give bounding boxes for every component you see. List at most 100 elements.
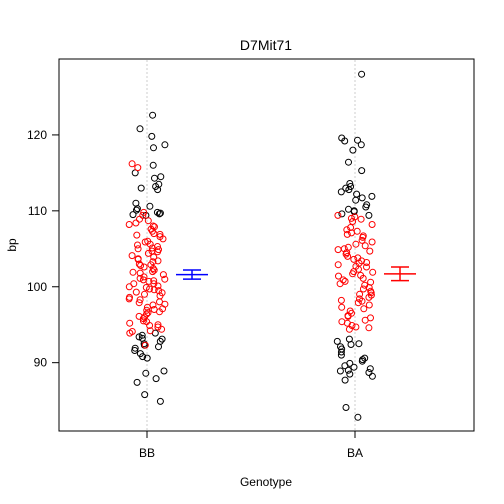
plot-frame bbox=[58, 58, 475, 432]
point-bb-red bbox=[133, 231, 141, 239]
point-bb-black bbox=[142, 369, 150, 377]
point-bb-black bbox=[129, 211, 137, 219]
point-ba-black bbox=[341, 376, 349, 384]
point-ba-black bbox=[345, 158, 352, 166]
point-ba-red bbox=[357, 271, 365, 279]
point-ba-black bbox=[341, 362, 349, 370]
point-ba-red bbox=[367, 291, 375, 299]
point-ba-black bbox=[354, 413, 362, 421]
point-bb-red bbox=[135, 312, 143, 320]
point-bb-red bbox=[154, 321, 162, 329]
point-bb-red bbox=[143, 318, 151, 326]
point-bb-red bbox=[141, 290, 148, 298]
point-ba-black bbox=[358, 357, 366, 365]
point-bb-red bbox=[156, 233, 164, 241]
point-bb-red bbox=[132, 288, 140, 296]
point-bb-black bbox=[154, 186, 162, 194]
point-bb-red bbox=[125, 283, 133, 291]
point-bb-red bbox=[135, 299, 143, 307]
point-bb-red bbox=[134, 241, 141, 249]
point-ba-black bbox=[362, 203, 370, 211]
point-bb-red bbox=[144, 237, 152, 245]
point-ba-red bbox=[344, 312, 352, 320]
point-bb-red bbox=[159, 271, 167, 279]
point-bb-red bbox=[150, 306, 158, 313]
point-ba-red bbox=[337, 296, 345, 304]
point-bb-red bbox=[125, 221, 133, 228]
point-bb-black bbox=[133, 205, 141, 213]
point-ba-black bbox=[344, 366, 352, 374]
point-ba-red bbox=[349, 270, 357, 278]
point-bb-red bbox=[136, 296, 144, 304]
point-bb-black bbox=[146, 202, 154, 210]
point-bb-red bbox=[158, 325, 166, 333]
point-ba-red bbox=[363, 259, 371, 266]
point-ba-black bbox=[337, 188, 345, 196]
point-ba-red bbox=[361, 242, 369, 250]
point-bb-red bbox=[150, 280, 158, 288]
point-bb-red bbox=[136, 269, 144, 277]
point-ba-red bbox=[361, 316, 369, 324]
point-ba-red bbox=[352, 323, 360, 331]
point-bb-red bbox=[136, 215, 143, 223]
point-ba-black bbox=[358, 167, 366, 175]
x-tick-label-ba: BA bbox=[347, 446, 363, 460]
point-bb-red bbox=[136, 274, 144, 282]
point-ba-red bbox=[334, 211, 342, 219]
point-ba-red bbox=[368, 221, 376, 228]
point-bb-red bbox=[154, 248, 162, 256]
point-bb-red bbox=[134, 164, 142, 172]
point-ba-red bbox=[368, 238, 376, 246]
point-ba-black bbox=[345, 186, 353, 194]
point-bb-red bbox=[142, 284, 150, 291]
point-ba-black bbox=[365, 369, 373, 376]
point-ba-red bbox=[343, 249, 351, 257]
point-bb-red bbox=[141, 341, 149, 349]
point-bb-red bbox=[151, 223, 158, 231]
point-bb-black bbox=[136, 125, 144, 133]
point-bb-red bbox=[135, 260, 143, 268]
point-bb-black bbox=[148, 132, 156, 140]
point-bb-black bbox=[135, 333, 143, 341]
y-tick-label-100: 100 bbox=[27, 280, 47, 294]
point-bb-black bbox=[153, 208, 161, 216]
point-bb-red bbox=[158, 289, 166, 297]
x-tick-label-bb: BB bbox=[139, 446, 155, 460]
point-bb-red bbox=[146, 327, 154, 335]
point-ba-black bbox=[366, 365, 374, 373]
point-ba-black bbox=[368, 372, 376, 380]
point-bb-red bbox=[144, 217, 152, 225]
point-ba-red bbox=[338, 303, 346, 311]
point-bb-red bbox=[143, 303, 151, 311]
point-bb-red bbox=[150, 277, 158, 285]
point-bb-black bbox=[139, 353, 147, 361]
point-ba-red bbox=[354, 299, 362, 307]
point-bb-red bbox=[148, 244, 156, 252]
point-ba-black bbox=[349, 146, 357, 154]
point-ba-black bbox=[355, 340, 363, 348]
point-ba-red bbox=[343, 230, 351, 238]
point-bb-red bbox=[161, 300, 169, 308]
point-ba-red bbox=[369, 268, 377, 276]
point-ba-red bbox=[359, 232, 367, 240]
point-bb-red bbox=[150, 253, 158, 261]
point-ba-red bbox=[365, 324, 373, 332]
point-ba-red bbox=[365, 301, 373, 309]
point-bb-black bbox=[151, 174, 158, 182]
point-ba-black bbox=[338, 210, 346, 218]
point-bb-red bbox=[134, 245, 142, 253]
x-axis: BB BA bbox=[139, 430, 363, 460]
point-bb-black bbox=[133, 378, 141, 386]
point-bb-black bbox=[137, 184, 145, 192]
point-bb-red bbox=[126, 329, 134, 337]
point-bb-red bbox=[154, 282, 162, 290]
point-bb-black bbox=[157, 173, 165, 181]
point-bb-red bbox=[125, 295, 133, 303]
point-bb-red bbox=[156, 230, 164, 238]
point-bb-black bbox=[152, 375, 160, 383]
point-bb-black bbox=[158, 335, 166, 343]
point-bb-black bbox=[155, 210, 163, 218]
point-bb-black bbox=[155, 343, 162, 351]
point-ba-black bbox=[357, 141, 365, 149]
data-points bbox=[125, 70, 377, 421]
